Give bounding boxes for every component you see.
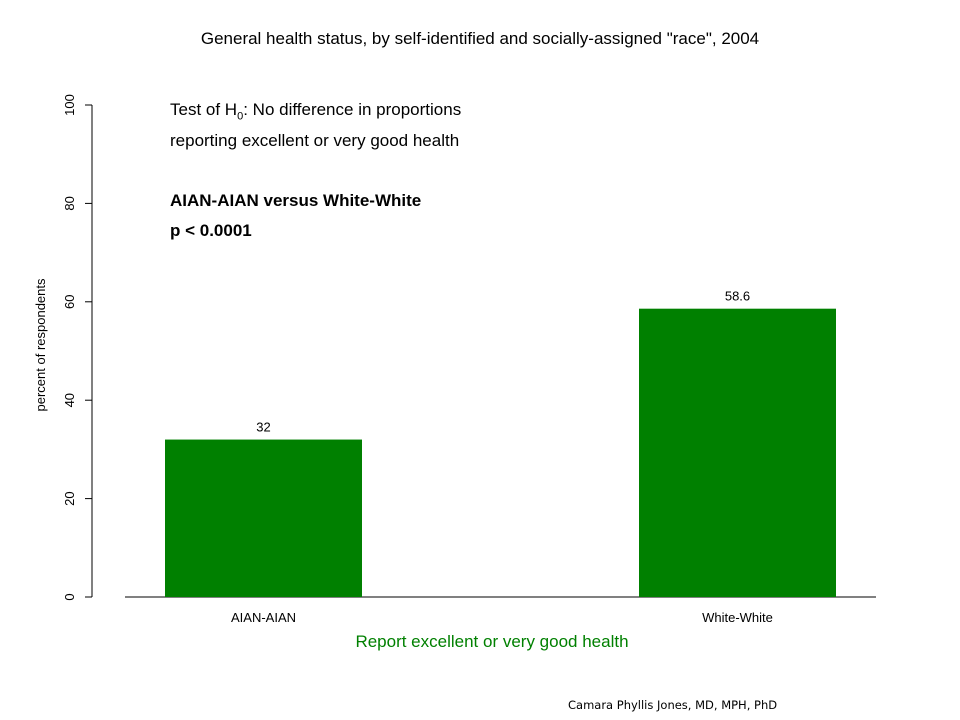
y-axis-label: percent of respondents bbox=[33, 278, 48, 411]
x-axis-label: Report excellent or very good health bbox=[355, 632, 628, 651]
bars: 32 58.6 bbox=[165, 289, 836, 597]
annotation-hypothesis-line2: reporting excellent or very good health bbox=[170, 131, 460, 150]
y-tick-label: 0 bbox=[62, 593, 77, 600]
y-tick-label: 100 bbox=[62, 94, 77, 116]
y-axis-ticks: 0 20 40 60 80 100 bbox=[62, 94, 92, 601]
annotation-hypothesis-subscript: 0 bbox=[237, 110, 244, 123]
annotation-hypothesis-suffix: : No difference in proportions bbox=[243, 100, 462, 119]
annotation-comparison: AIAN-AIAN versus White-White bbox=[170, 191, 422, 210]
annotation-p-value: p < 0.0001 bbox=[170, 221, 252, 240]
annotation-hypothesis: Test of H0: No difference in proportions bbox=[170, 100, 461, 122]
bar-white-white bbox=[639, 308, 836, 597]
x-tick-label: AIAN-AIAN bbox=[231, 610, 296, 625]
bar-value-label: 58.6 bbox=[725, 289, 750, 304]
chart-title: General health status, by self-identifie… bbox=[200, 29, 760, 48]
x-axis-tick-labels: AIAN-AIAN White-White bbox=[231, 610, 773, 625]
bar-value-label: 32 bbox=[256, 420, 270, 435]
x-tick-label: White-White bbox=[702, 610, 773, 625]
bar-aian-aian bbox=[165, 439, 362, 597]
y-tick-label: 80 bbox=[62, 196, 77, 210]
annotation-hypothesis-prefix: Test of H bbox=[170, 100, 238, 119]
y-tick-label: 40 bbox=[62, 393, 77, 407]
author-credit: Camara Phyllis Jones, MD, MPH, PhD bbox=[568, 698, 778, 712]
y-tick-label: 60 bbox=[62, 295, 77, 309]
y-tick-label: 20 bbox=[62, 491, 77, 505]
